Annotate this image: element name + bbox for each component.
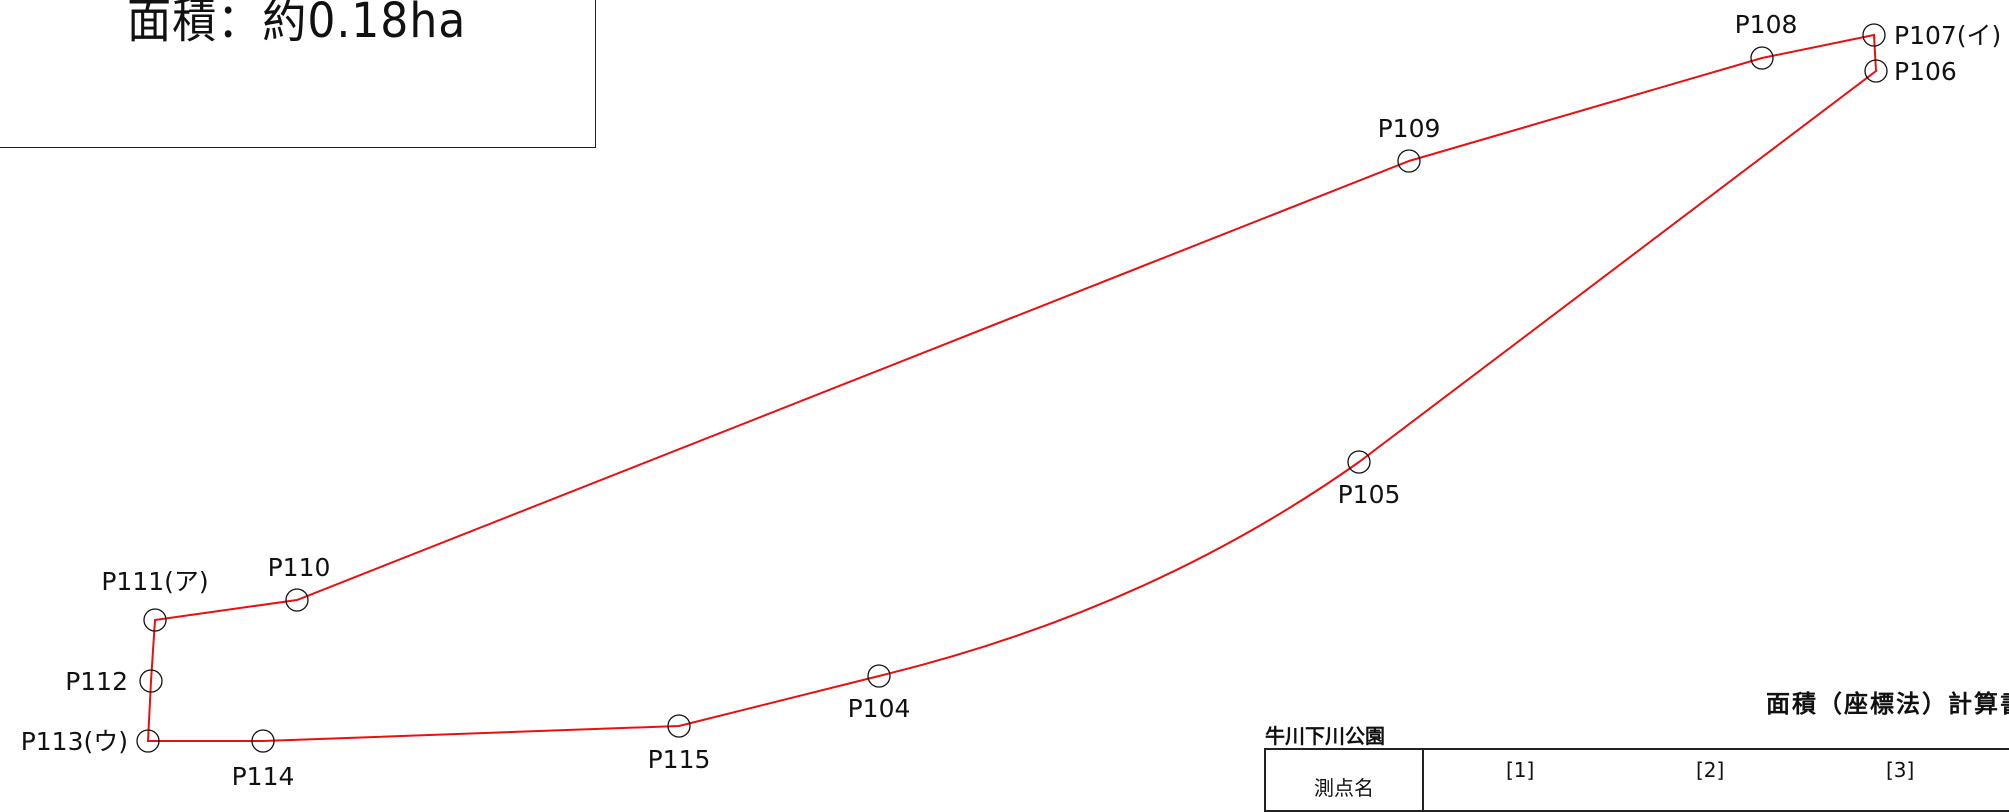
calc-header-point: 測点名 <box>1314 776 1374 800</box>
survey-point-label: P110 <box>268 553 331 582</box>
survey-point-label: P104 <box>848 694 911 723</box>
area-info-box: 面積：約0.18ha <box>0 0 596 148</box>
survey-point-label: P112 <box>65 667 128 696</box>
calc-header-1: [1] <box>1506 758 1535 782</box>
survey-point-label: P115 <box>648 745 711 774</box>
survey-point-label: P113(ウ) <box>21 727 128 756</box>
survey-point-marker <box>285 588 309 612</box>
survey-point-marker <box>1862 23 1886 47</box>
park-name: 牛川下川公園 <box>1265 724 1385 748</box>
survey-point-label: P106 <box>1894 57 1957 86</box>
survey-point-marker <box>1750 46 1774 70</box>
calc-col-separator <box>1422 750 1424 810</box>
survey-point-marker <box>136 729 160 753</box>
survey-point-label: P114 <box>232 762 295 791</box>
boundary-line <box>146 33 1878 742</box>
survey-point-marker <box>867 664 891 688</box>
calc-header-3: [3] <box>1886 758 1915 782</box>
survey-point-marker <box>139 669 163 693</box>
survey-point-marker <box>251 729 275 753</box>
survey-point-marker <box>1397 149 1421 173</box>
survey-point-label: P109 <box>1378 114 1441 143</box>
survey-point-label: P108 <box>1735 10 1798 39</box>
survey-point-marker <box>1864 59 1888 83</box>
calc-sheet-title: 面積（座標法）計算書 <box>1766 690 2009 718</box>
survey-point-marker <box>1347 450 1371 474</box>
calc-table: 測点名 [1] [2] [3] <box>1264 748 2009 812</box>
calc-header-2: [2] <box>1696 758 1725 782</box>
survey-point-label: P107(イ) <box>1894 21 2001 50</box>
area-text: 面積：約0.18ha <box>127 0 467 49</box>
survey-point-marker <box>143 608 167 632</box>
survey-point-label: P111(ア) <box>101 567 208 596</box>
boundary-map: P107(イ) P106 P105 P104 P115 P114 P113(ウ) P112 P1… <box>21 10 2002 791</box>
survey-point-marker <box>667 714 691 738</box>
survey-point-label: P105 <box>1338 480 1401 509</box>
